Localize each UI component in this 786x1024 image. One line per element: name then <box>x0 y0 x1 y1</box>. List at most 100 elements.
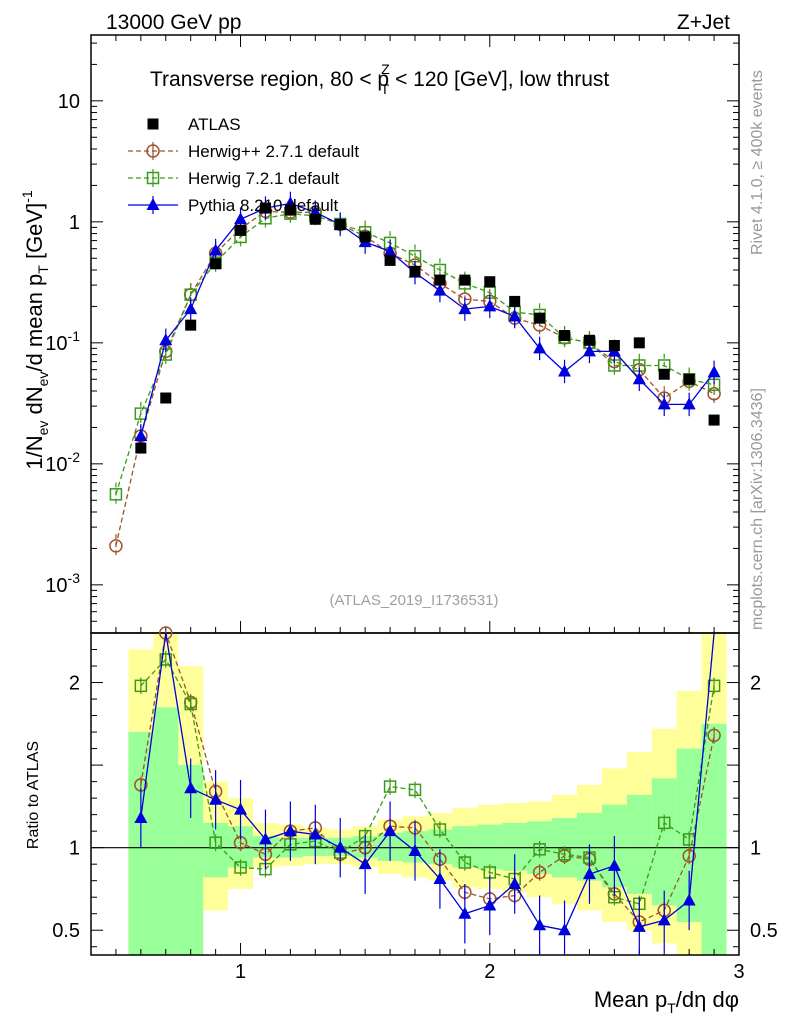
ratio-point <box>184 781 198 794</box>
ratio-point <box>184 697 197 711</box>
header-process: Z+Jet <box>677 11 730 34</box>
ratio-point <box>532 865 547 880</box>
data-point <box>707 386 721 401</box>
ratio-point <box>433 823 447 836</box>
ratio-point <box>458 856 472 869</box>
ratio-point <box>508 876 522 889</box>
data-point <box>458 302 472 315</box>
ratio-point <box>458 906 472 919</box>
data-point <box>184 302 198 315</box>
atlas-data-point <box>434 274 446 286</box>
atlas-data-point <box>559 329 571 341</box>
mcplots-label: mcplots.cern.ch [arXiv:1306.3436] <box>749 388 766 630</box>
atlas-data-point <box>210 258 222 270</box>
ratio-band-green-14 <box>477 824 503 870</box>
data-point <box>234 212 248 225</box>
data-point <box>657 397 671 410</box>
ratio-point <box>159 653 173 666</box>
data-point <box>533 341 547 354</box>
data-point <box>632 372 646 385</box>
data-point <box>707 365 721 378</box>
x-tick-label: 2 <box>484 961 495 983</box>
data-point <box>682 397 696 410</box>
legend-label-1: Herwig++ 2.7.1 default <box>188 142 359 161</box>
atlas-data-point <box>583 334 595 346</box>
atlas-data-point <box>185 319 197 331</box>
ratio-y-axis-label: Ratio to ATLAS <box>25 741 42 849</box>
ratio-point <box>134 679 148 693</box>
analysis-id: (ATLAS_2019_I1736531) <box>329 592 498 609</box>
data-point <box>508 309 522 322</box>
legend-label-0: ATLAS <box>188 115 241 134</box>
data-point <box>109 539 123 553</box>
ratio-point <box>632 919 646 932</box>
rivet-version-label: Rivet 4.1.0, ≥ 400k events <box>749 70 766 255</box>
atlas-data-point <box>334 219 346 231</box>
atlas-data-point <box>683 373 695 385</box>
ratio-point <box>408 783 422 797</box>
ratio-tick-label: 2 <box>69 673 80 695</box>
legend-marker-1 <box>146 144 160 158</box>
y-tick-label: 10-1 <box>45 328 80 355</box>
data-point <box>558 364 572 377</box>
atlas-data-point <box>534 312 546 324</box>
ratio-point <box>682 893 696 906</box>
header-energy: 13000 GeV pp <box>106 11 241 34</box>
ratio-band-green-21 <box>651 778 677 906</box>
ratio-point <box>234 861 247 874</box>
y-tick-label: 10-3 <box>45 570 80 597</box>
atlas-data-point <box>309 213 321 225</box>
legend-marker-2 <box>146 171 160 185</box>
ratio-point <box>159 626 173 640</box>
ratio-band-green-20 <box>626 794 652 894</box>
ratio-point <box>258 832 272 845</box>
atlas-data-point <box>409 265 421 277</box>
atlas-data-point <box>608 340 620 352</box>
x-axis-label: Mean pT/dη dφ <box>594 987 739 1016</box>
ratio-tick-label: 1 <box>69 838 80 860</box>
atlas-data-point <box>235 224 247 236</box>
atlas-data-point <box>284 204 296 216</box>
atlas-data-point <box>633 337 645 349</box>
data-point <box>483 299 497 312</box>
legend-marker-0 <box>147 118 159 130</box>
atlas-data-point <box>708 414 720 426</box>
ratio-line-3 <box>140 632 715 931</box>
ratio-point <box>283 824 297 837</box>
ratio-point <box>582 867 596 880</box>
ratio-point <box>383 824 397 837</box>
x-tick-label: 1 <box>235 961 246 983</box>
ratio-point <box>358 857 372 870</box>
ratio-point <box>657 913 671 926</box>
legend: ATLAS Herwig++ 2.7.1 default Herwig 7.2.1 … <box>128 115 359 215</box>
ratio-line-1 <box>140 630 715 923</box>
series-line-3 <box>140 202 715 437</box>
plot-title: Transverse region, 80 < pZ T < 120 [GeV],… <box>150 61 609 97</box>
atlas-data-point <box>359 231 371 243</box>
atlas-data-point <box>509 295 521 307</box>
ratio-point <box>308 827 322 840</box>
data-point <box>159 333 173 346</box>
data-series <box>109 191 721 955</box>
ratio-point <box>209 836 222 849</box>
ratio-point <box>558 923 572 936</box>
legend-label-3: Pythia 8.210 default <box>188 196 339 215</box>
ratio-band-green-23 <box>701 723 727 955</box>
ratio-point <box>483 898 497 911</box>
x-tick-label: 3 <box>733 961 744 983</box>
legend-marker-3 <box>146 198 160 210</box>
atlas-data-point <box>658 368 670 380</box>
atlas-data-point <box>160 392 172 404</box>
data-point <box>582 344 596 357</box>
ratio-point <box>707 728 721 743</box>
data-point <box>383 244 397 257</box>
atlas-data-point <box>384 254 396 266</box>
ratio-point <box>682 849 696 863</box>
ratio-line-2 <box>140 658 715 905</box>
ratio-point <box>607 858 621 871</box>
ratio-point <box>383 780 397 793</box>
data-point <box>433 283 447 296</box>
ratio-point <box>209 792 223 805</box>
ratio-point <box>134 810 148 823</box>
